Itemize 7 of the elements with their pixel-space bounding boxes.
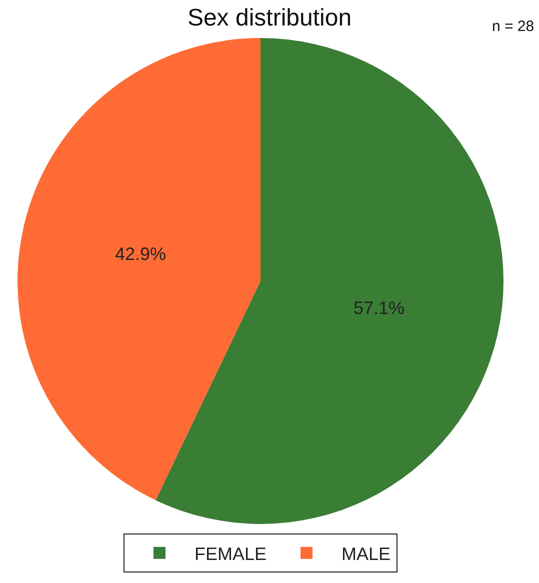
pie-slice <box>18 38 260 500</box>
text: n = 28 <box>492 18 534 35</box>
data-label: 57.1% <box>353 298 405 318</box>
legend-label: FEMALE <box>194 544 267 564</box>
chart-title: Sex distribution <box>187 4 352 32</box>
data-label: 42.9% <box>115 244 166 264</box>
legend-label: MALE <box>342 544 391 564</box>
